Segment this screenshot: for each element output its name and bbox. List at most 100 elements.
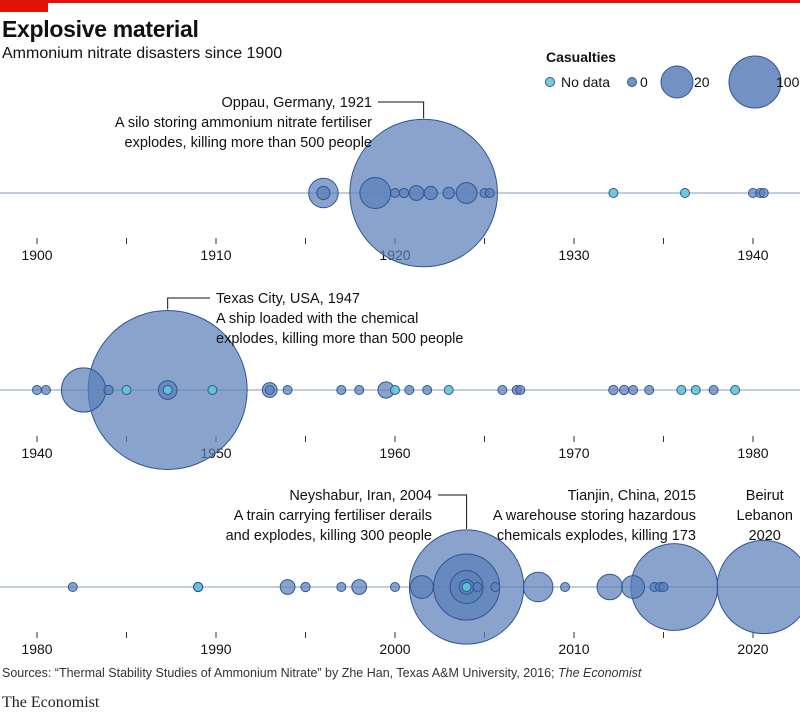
event-bubble-no-data bbox=[443, 385, 454, 395]
event-bubble-no-data bbox=[193, 582, 204, 592]
event-bubble bbox=[658, 582, 669, 592]
annotation-text: and explodes, killing 300 people bbox=[226, 528, 432, 544]
annotation: Oppau, Germany, 1921 A silo storing ammon… bbox=[115, 95, 425, 151]
legend-label: 0 bbox=[640, 74, 648, 90]
annotation-text: A silo storing ammonium nitrate fertilis… bbox=[115, 115, 372, 131]
source-publication: The Economist bbox=[558, 666, 642, 680]
event-bubble bbox=[32, 385, 42, 395]
annotation: Neyshabur, Iran, 2004 A train carrying fe… bbox=[226, 488, 468, 544]
event-bubble bbox=[60, 367, 107, 413]
event-bubble bbox=[398, 187, 410, 199]
event-bubble bbox=[300, 581, 311, 593]
event-bubble-no-data bbox=[390, 385, 400, 395]
annotation-text: chemicals explodes, killing 173 bbox=[497, 528, 696, 544]
legend: Casualties No data 0 20 100 bbox=[545, 49, 800, 109]
event-bubble bbox=[336, 385, 347, 395]
event-bubble bbox=[490, 582, 501, 592]
event-bubble bbox=[455, 182, 478, 204]
event-bubble bbox=[708, 385, 719, 395]
x-tick-label: 2020 bbox=[737, 641, 768, 657]
timeline-panel-1: 19001910192019301940Oppau, Germany, 1921… bbox=[0, 95, 800, 268]
leader-line bbox=[167, 297, 210, 310]
event-bubble-no-data bbox=[679, 188, 690, 198]
annotation-title: Tianjin, China, 2015 bbox=[568, 488, 696, 504]
event-bubble bbox=[422, 385, 433, 395]
chart-title: Explosive material bbox=[2, 16, 199, 42]
event-bubble bbox=[390, 582, 400, 592]
annotation-text: explodes, killing more than 500 people bbox=[125, 135, 372, 151]
legend-title: Casualties bbox=[546, 49, 616, 65]
event-bubble bbox=[359, 177, 392, 209]
leader-line bbox=[378, 101, 425, 119]
annotation: Tianjin, China, 2015 A warehouse storing … bbox=[493, 488, 696, 544]
event-bubble bbox=[522, 571, 554, 603]
legend-label: 100 bbox=[776, 74, 800, 90]
event-bubble bbox=[644, 385, 655, 395]
event-bubble-no-data bbox=[730, 385, 741, 395]
brand-red-tag bbox=[0, 0, 48, 12]
event-bubble bbox=[40, 385, 51, 395]
annotation-text: A ship loaded with the chemical bbox=[216, 311, 418, 327]
event-bubble-no-data bbox=[461, 582, 472, 592]
legend-item: No data bbox=[545, 74, 610, 90]
legend-swatch bbox=[545, 77, 555, 87]
brand-top-rule bbox=[0, 0, 800, 3]
x-tick-label: 1960 bbox=[379, 445, 410, 461]
event-bubble bbox=[484, 188, 495, 198]
event-bubble bbox=[472, 582, 483, 592]
leader-line bbox=[438, 494, 468, 529]
timeline-panel-2: 19401950196019701980Texas City, USA, 194… bbox=[0, 291, 800, 470]
event-bubble bbox=[351, 579, 368, 595]
annotation-text: A warehouse storing hazardous bbox=[493, 508, 696, 524]
event-bubble bbox=[336, 582, 347, 592]
annotation-text: explodes, killing more than 500 people bbox=[216, 331, 463, 347]
legend-label: No data bbox=[561, 74, 610, 90]
x-tick-label: 1980 bbox=[737, 445, 768, 461]
event-bubble bbox=[621, 575, 646, 599]
annotation-title: Neyshabur, Iran, 2004 bbox=[289, 488, 432, 504]
event-bubble bbox=[103, 384, 114, 396]
x-tick-label: 1930 bbox=[558, 247, 589, 263]
x-tick-label: 1900 bbox=[21, 247, 52, 263]
event-bubble bbox=[560, 582, 571, 592]
event-bubble bbox=[67, 582, 78, 592]
chart-subtitle: Ammonium nitrate disasters since 1900 bbox=[2, 45, 283, 62]
event-bubble bbox=[618, 384, 630, 396]
event-bubble bbox=[404, 385, 415, 395]
event-bubble-no-data bbox=[121, 385, 132, 395]
x-tick-label: 1980 bbox=[21, 641, 52, 657]
x-tick-label: 2000 bbox=[379, 641, 410, 657]
event-bubble bbox=[408, 185, 425, 201]
legend-label: 20 bbox=[694, 74, 710, 90]
event-bubble bbox=[316, 185, 331, 201]
annotation-title: Oppau, Germany, 1921 bbox=[222, 95, 372, 111]
legend-swatch bbox=[627, 77, 637, 87]
event-bubble bbox=[497, 385, 508, 395]
legend-item: 0 bbox=[627, 74, 648, 90]
x-tick-label: 2010 bbox=[558, 641, 589, 657]
event-bubble bbox=[423, 185, 438, 201]
event-bubble-no-data bbox=[690, 385, 701, 395]
annotation: Texas City, USA, 1947 A ship loaded with … bbox=[167, 291, 463, 347]
x-tick-label: 1970 bbox=[558, 445, 589, 461]
event-bubble bbox=[758, 188, 769, 198]
event-bubble bbox=[716, 539, 800, 635]
legend-item: 100 bbox=[728, 55, 800, 109]
event-bubble-no-data bbox=[676, 385, 687, 395]
event-bubble bbox=[279, 579, 296, 595]
source-text: Sources: “Thermal Stability Studies of A… bbox=[2, 666, 559, 680]
x-tick-label: 1990 bbox=[200, 641, 231, 657]
source-note: Sources: “Thermal Stability Studies of A… bbox=[2, 666, 641, 680]
event-bubble bbox=[515, 385, 526, 395]
legend-swatch bbox=[660, 65, 694, 99]
event-bubble bbox=[628, 385, 639, 395]
event-bubble bbox=[264, 385, 275, 395]
event-bubble-no-data bbox=[207, 385, 218, 395]
event-bubble bbox=[596, 573, 624, 601]
x-tick-label: 1910 bbox=[200, 247, 231, 263]
legend-item: 20 bbox=[660, 65, 710, 99]
legend-swatch bbox=[728, 55, 782, 109]
event-bubble-no-data bbox=[162, 385, 173, 395]
event-bubble bbox=[390, 188, 400, 198]
